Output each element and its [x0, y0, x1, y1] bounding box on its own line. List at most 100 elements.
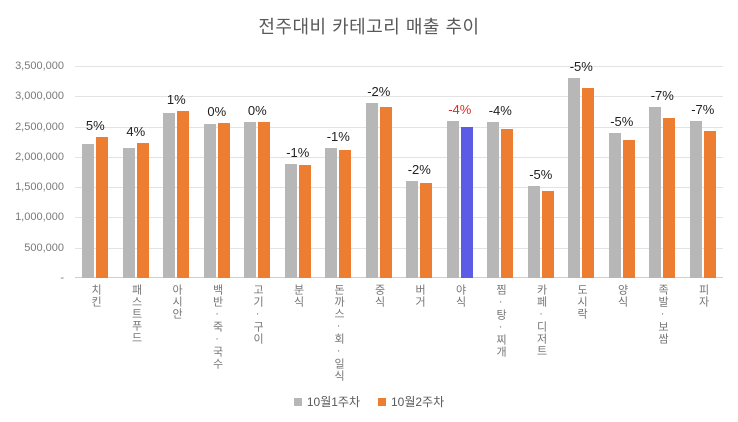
bar-week1 [406, 181, 419, 278]
category-label: 중식 [373, 284, 386, 308]
y-axis-tick-label: 1,500,000 [15, 181, 64, 194]
change-label: -2% [367, 84, 391, 100]
bar-week2 [663, 117, 676, 278]
change-label: -7% [691, 101, 715, 117]
bar-week1 [527, 185, 540, 278]
category-cell: 치킨 [75, 284, 116, 382]
category-cell: 분식 [278, 284, 319, 382]
bar-group: -1% [278, 66, 319, 278]
category-cell: 중식 [359, 284, 400, 382]
gridline [75, 217, 723, 219]
category-cell: 고기·구이 [237, 284, 278, 382]
bar-week2 [501, 128, 514, 278]
category-cell: 피자 [683, 284, 724, 382]
category-label: 분식 [292, 284, 305, 308]
bar-group: -5% [602, 66, 643, 278]
category-label: 카페·디저트 [535, 284, 548, 357]
gridline [75, 247, 723, 249]
category-cell: 버거 [399, 284, 440, 382]
legend-swatch-week1 [293, 397, 302, 406]
y-axis-tick-label: 500,000 [24, 241, 64, 254]
category-label: 버거 [413, 284, 426, 308]
category-label: 양식 [616, 284, 629, 308]
y-axis-tick-label: 3,500,000 [15, 60, 64, 72]
bar-group: -5% [561, 59, 602, 278]
change-label: -4% [448, 102, 472, 118]
y-axis: 3,500,000 3,000,000 2,500,000 2,000,000 1,50… [0, 60, 68, 284]
bar-week1 [122, 148, 135, 278]
category-cell: 백반·죽·국수 [197, 284, 238, 382]
bar-group: 5% [75, 66, 116, 278]
category-cell: 돈까스·회·일식 [318, 284, 359, 382]
bar-week2 [622, 139, 635, 278]
category-cell: 아시안 [156, 284, 197, 382]
bar-week1 [325, 148, 338, 278]
bar-week1 [608, 132, 621, 278]
bar-week1 [365, 103, 378, 278]
category-cell: 야식 [440, 284, 481, 382]
change-label: 1% [166, 92, 186, 108]
plot-area: 5% 4% 1% 0% 0% -1% -1% -2% -2% -4% -4% -5% -5% -5% -7%… [75, 59, 723, 278]
bar-week1 [82, 143, 95, 278]
change-label: -5% [529, 166, 553, 182]
bar-groups: 5% 4% 1% 0% 0% -1% -1% -2% -2% -4% -4% -5% -5% -5% -7%… [75, 59, 723, 278]
category-label: 돈까스·회·일식 [332, 284, 345, 382]
category-label: 도시락 [575, 284, 588, 320]
bar-week2 [703, 130, 716, 278]
y-axis-tick-label: 3,000,000 [15, 90, 64, 103]
legend: 10월1주차 10월2주차 [0, 393, 738, 410]
bar-week2 [420, 183, 433, 278]
bar-group: -2% [399, 66, 440, 278]
bar-week2 [177, 111, 190, 278]
bar-group: -1% [318, 66, 359, 278]
category-cell: 패스트푸드 [116, 284, 157, 382]
bar-week1 [163, 113, 176, 278]
bar-week2 [298, 165, 311, 278]
bar-group: -4% [480, 66, 521, 278]
x-axis-labels: 치킨 패스트푸드 아시안 백반·죽·국수 고기·구이 분식 돈까스·회·일식 중식 버거 야식 찜·… [75, 284, 723, 382]
bar-week2 [460, 127, 473, 278]
change-label: 4% [126, 123, 146, 139]
change-label: -5% [610, 113, 634, 129]
y-axis-tick-label: - [60, 272, 64, 284]
legend-item-week2: 10월2주차 [378, 393, 444, 410]
gridline [75, 66, 723, 67]
bar-week2 [136, 142, 149, 278]
change-label: -1% [326, 129, 350, 145]
category-label: 야식 [454, 284, 467, 308]
category-cell: 도시락 [561, 284, 602, 382]
bar-week1 [689, 120, 702, 278]
bar-group: 4% [116, 66, 157, 278]
category-label: 아시안 [170, 284, 183, 320]
bar-week1 [284, 163, 297, 278]
gridline [75, 126, 723, 128]
bar-group: 0% [197, 66, 238, 278]
gridline [75, 156, 723, 158]
bar-week1 [568, 78, 581, 278]
category-label: 족발·보쌈 [656, 284, 669, 345]
bar-group: -7% [642, 66, 683, 278]
category-cell: 카페·디저트 [521, 284, 562, 382]
bar-week1 [446, 121, 459, 278]
change-label: 5% [85, 117, 105, 133]
change-label: 0% [207, 104, 227, 120]
gridlines [75, 66, 723, 278]
bar-group: -4% [440, 66, 481, 278]
legend-item-week1: 10월1주차 [293, 393, 360, 410]
y-axis-tick-label: 1,000,000 [15, 211, 64, 224]
bar-group: -2% [359, 66, 400, 278]
bar-week1 [244, 122, 257, 278]
change-label: -5% [569, 59, 593, 75]
legend-swatch-week2 [378, 397, 386, 406]
category-cell: 족발·보쌈 [642, 284, 683, 382]
y-axis-tick-label: 2,500,000 [15, 120, 64, 133]
bar-week2 [217, 123, 230, 278]
bar-group: 1% [156, 66, 197, 278]
category-label: 패스트푸드 [130, 284, 143, 344]
category-label: 백반·죽·국수 [211, 284, 224, 370]
bar-week2 [379, 106, 392, 278]
change-label: -2% [407, 162, 431, 178]
category-label: 치킨 [89, 284, 102, 308]
bar-group: 0% [237, 66, 278, 278]
